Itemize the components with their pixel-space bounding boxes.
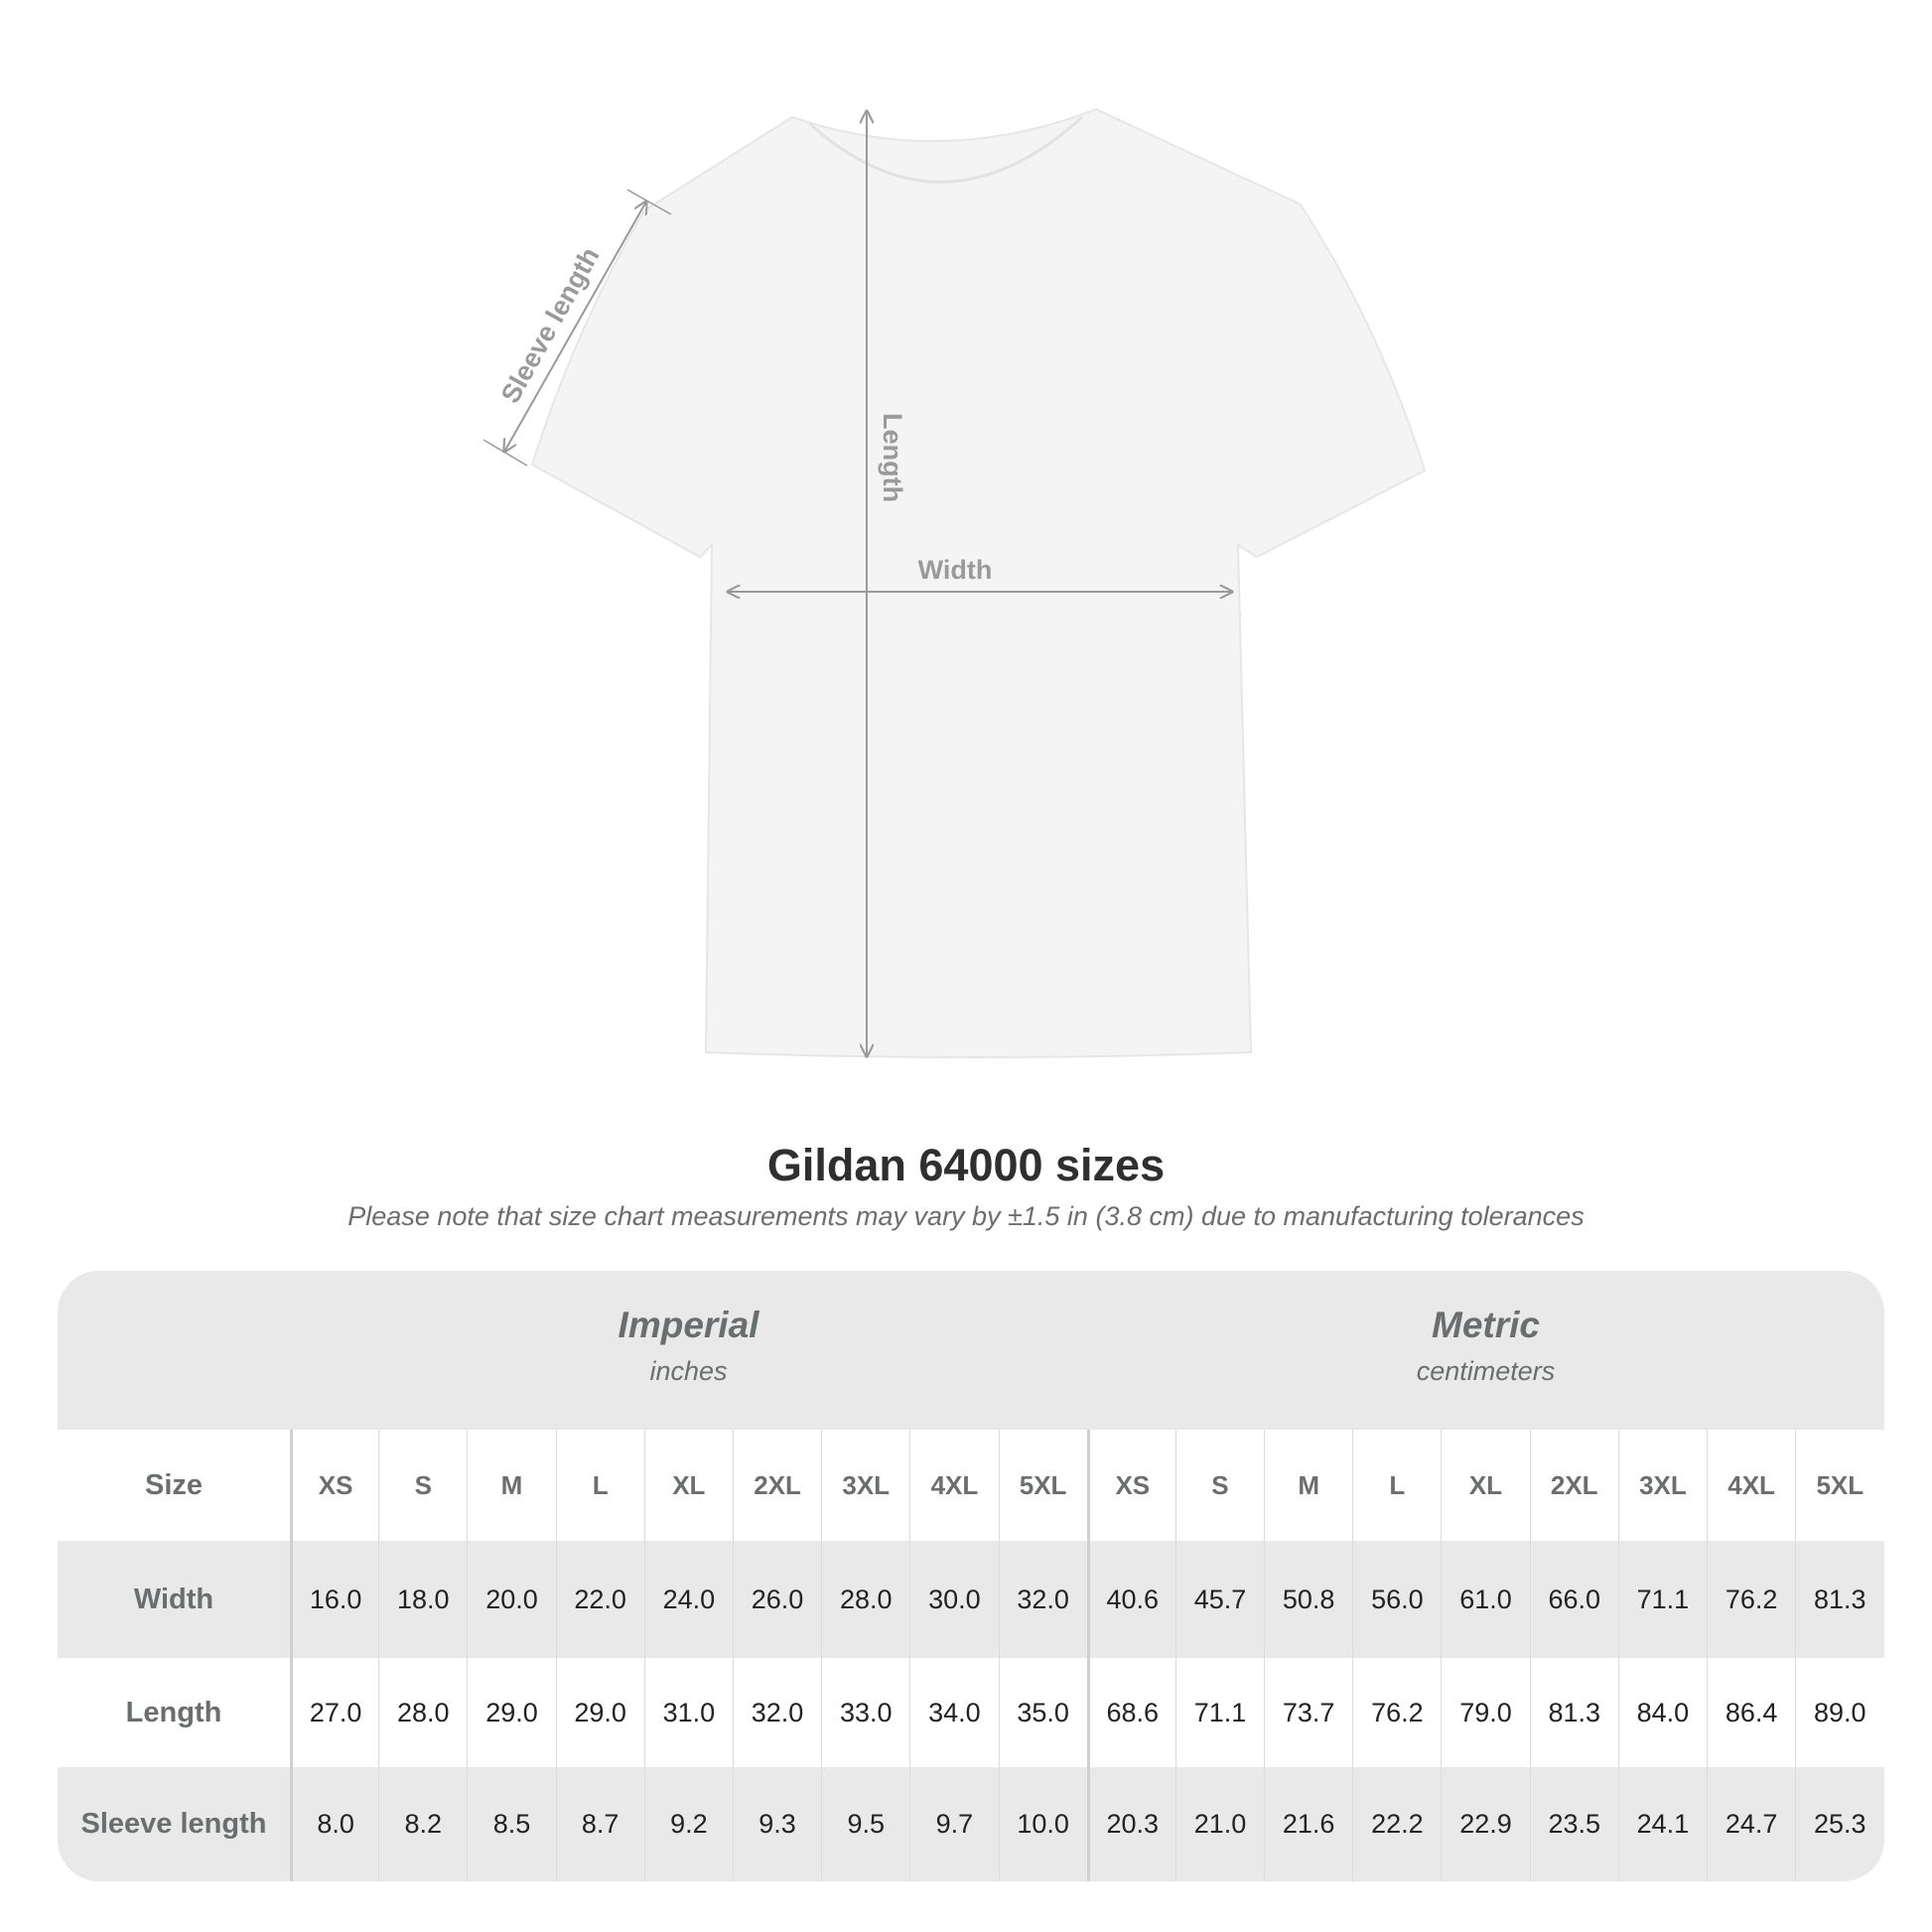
metric-title: Metric (1432, 1305, 1540, 1345)
imperial-size-header: XS (290, 1430, 378, 1541)
sleeve-arrow (504, 202, 646, 452)
metric-value-cell: 23.5 (1529, 1767, 1618, 1881)
imperial-value-cell: 16.0 (290, 1541, 378, 1658)
metric-size-header: L (1352, 1430, 1441, 1541)
imperial-value-cell: 9.3 (732, 1767, 821, 1881)
width-label: Width (918, 555, 993, 585)
metric-value-cell: 71.1 (1617, 1541, 1707, 1658)
metric-value-cell: 81.3 (1795, 1541, 1883, 1658)
metric-value-cell: 79.0 (1441, 1658, 1529, 1767)
imperial-value-cell: 32.0 (732, 1658, 821, 1767)
imperial-value-cell: 8.5 (467, 1767, 555, 1881)
metric-value-cell: 24.1 (1617, 1767, 1707, 1881)
metric-value-cell: 89.0 (1795, 1658, 1883, 1767)
imperial-value-cell: 34.0 (909, 1658, 998, 1767)
metric-value-cell: 86.4 (1707, 1658, 1795, 1767)
imperial-header: Imperial inches (290, 1271, 1087, 1430)
imperial-size-header: XL (643, 1430, 733, 1541)
imperial-value-cell: 22.0 (555, 1541, 644, 1658)
tshirt-diagram: Length Width Sleeve length (483, 107, 1427, 1058)
metric-value-cell: 76.2 (1707, 1541, 1795, 1658)
metric-value-cell: 22.9 (1441, 1767, 1529, 1881)
imperial-size-header: 5XL (998, 1430, 1087, 1541)
imperial-value-cell: 30.0 (909, 1541, 998, 1658)
imperial-value-cell: 32.0 (998, 1541, 1087, 1658)
imperial-value-cell: 10.0 (998, 1767, 1087, 1881)
imperial-value-cell: 33.0 (821, 1658, 909, 1767)
metric-value-cell: 76.2 (1352, 1658, 1441, 1767)
table-row: Width 16.0 18.0 20.0 22.0 24.0 26.0 28.0 30.0 32.… (58, 1541, 1884, 1658)
metric-value-cell: 66.0 (1529, 1541, 1618, 1658)
imperial-value-cell: 35.0 (998, 1658, 1087, 1767)
imperial-size-header: 3XL (821, 1430, 909, 1541)
metric-value-cell: 56.0 (1352, 1541, 1441, 1658)
imperial-size-header: 4XL (909, 1430, 998, 1541)
sleeve-arrow-tick-top (626, 189, 672, 215)
metric-size-header: 2XL (1529, 1430, 1618, 1541)
imperial-value-cell: 9.5 (821, 1767, 909, 1881)
imperial-size-header: 2XL (732, 1430, 821, 1541)
imperial-value-cell: 9.7 (909, 1767, 998, 1881)
metric-size-header: S (1174, 1430, 1264, 1541)
imperial-title: Imperial (618, 1305, 759, 1345)
metric-value-cell: 81.3 (1529, 1658, 1618, 1767)
imperial-value-cell: 28.0 (821, 1541, 909, 1658)
imperial-unit: inches (649, 1356, 728, 1386)
length-label: Length (878, 413, 907, 502)
metric-value-cell: 25.3 (1795, 1767, 1883, 1881)
imperial-value-cell: 20.0 (467, 1541, 555, 1658)
imperial-value-cell: 18.0 (378, 1541, 467, 1658)
imperial-value-cell: 29.0 (555, 1658, 644, 1767)
imperial-value-cell: 8.2 (378, 1767, 467, 1881)
metric-size-header: 4XL (1707, 1430, 1795, 1541)
metric-value-cell: 21.6 (1264, 1767, 1352, 1881)
metric-size-header: XL (1441, 1430, 1529, 1541)
metric-value-cell: 22.2 (1352, 1767, 1441, 1881)
metric-size-header: 3XL (1617, 1430, 1707, 1541)
metric-value-cell: 50.8 (1264, 1541, 1352, 1658)
imperial-value-cell: 28.0 (378, 1658, 467, 1767)
metric-size-header: XS (1086, 1430, 1175, 1541)
metric-value-cell: 71.1 (1174, 1658, 1264, 1767)
imperial-value-cell: 8.7 (555, 1767, 644, 1881)
imperial-value-cell: 9.2 (643, 1767, 733, 1881)
tolerance-note: Please note that size chart measurements… (347, 1201, 1585, 1231)
imperial-value-cell: 27.0 (290, 1658, 378, 1767)
metric-unit: centimeters (1416, 1356, 1556, 1386)
imperial-size-header: S (378, 1430, 467, 1541)
metric-value-cell: 40.6 (1086, 1541, 1175, 1658)
imperial-value-cell: 31.0 (643, 1658, 733, 1767)
metric-value-cell: 68.6 (1086, 1658, 1175, 1767)
imperial-value-cell: 8.0 (290, 1767, 378, 1881)
row-label: Length (125, 1696, 222, 1728)
metric-size-header: M (1264, 1430, 1352, 1541)
chart-title: Gildan 64000 sizes (766, 1140, 1166, 1190)
table-row: Sleeve length 8.0 8.2 8.5 8.7 9.2 9.3 9.5 9.7 10.… (58, 1767, 1884, 1881)
metric-value-cell: 20.3 (1086, 1767, 1175, 1881)
imperial-value-cell: 24.0 (643, 1541, 733, 1658)
sleeve-arrow-tick-bottom (483, 439, 528, 467)
table-row: Length 27.0 28.0 29.0 29.0 31.0 32.0 33.0 34.0 35… (58, 1658, 1884, 1767)
collar (808, 115, 1084, 184)
size-table: Imperial inches Metric centimeters Size X… (58, 1271, 1884, 1881)
metric-value-cell: 61.0 (1441, 1541, 1529, 1658)
size-header-row: Size XS S M L XL 2XL 3XL 4XL 5XL XS S M L XL 2XL 3XL 4XL 5… (58, 1430, 1884, 1541)
metric-value-cell: 24.7 (1707, 1767, 1795, 1881)
metric-value-cell: 73.7 (1264, 1658, 1352, 1767)
imperial-value-cell: 26.0 (732, 1541, 821, 1658)
row-label: Width (133, 1583, 214, 1615)
imperial-size-header: M (467, 1430, 555, 1541)
metric-value-cell: 21.0 (1174, 1767, 1264, 1881)
row-label: Size (144, 1468, 204, 1501)
metric-value-cell: 84.0 (1617, 1658, 1707, 1767)
row-label: Sleeve length (80, 1808, 267, 1840)
imperial-value-cell: 29.0 (467, 1658, 555, 1767)
metric-size-header: 5XL (1795, 1430, 1883, 1541)
metric-value-cell: 45.7 (1174, 1541, 1264, 1658)
imperial-size-header: L (555, 1430, 644, 1541)
metric-header: Metric centimeters (1087, 1271, 1884, 1430)
